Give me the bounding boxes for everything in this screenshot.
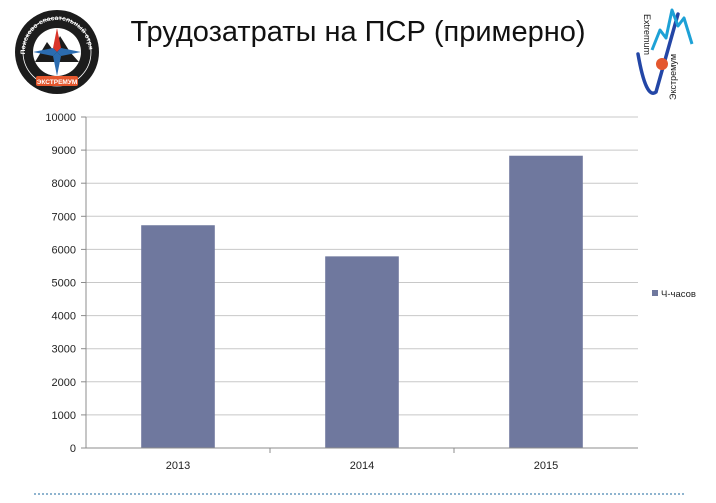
logo-text-latin: Extremum bbox=[642, 14, 652, 55]
y-tick-label: 2000 bbox=[52, 377, 76, 389]
logo-text-cyrillic: Экстремум bbox=[668, 54, 678, 100]
bars bbox=[141, 155, 583, 449]
x-tick-label: 2013 bbox=[166, 460, 190, 472]
y-tick-label: 5000 bbox=[52, 278, 76, 290]
y-tick-label: 10000 bbox=[45, 112, 76, 124]
y-tick-label: 7000 bbox=[52, 211, 76, 223]
y-tick-label: 9000 bbox=[52, 145, 76, 157]
y-tick-labels: 0 1000 2000 3000 4000 5000 6000 7000 8000 9000 100… bbox=[45, 112, 76, 455]
x-tick-labels: 2013 2014 2015 bbox=[166, 460, 558, 472]
y-tick-label: 4000 bbox=[52, 311, 76, 323]
extremum-logo-icon: Extremum Экстремум bbox=[636, 8, 694, 100]
y-tick-label: 1000 bbox=[52, 410, 76, 422]
bar-2015 bbox=[509, 155, 583, 449]
y-tick-label: 0 bbox=[70, 443, 76, 455]
y-tick-label: 3000 bbox=[52, 344, 76, 356]
y-tick-label: 6000 bbox=[52, 244, 76, 256]
legend-swatch bbox=[652, 290, 658, 296]
x-tick-label: 2015 bbox=[534, 460, 558, 472]
page-title: Трудозатраты на ПСР (примерно) bbox=[130, 16, 586, 48]
legend-label: Ч-часов bbox=[661, 289, 696, 300]
x-tick-label: 2014 bbox=[350, 460, 374, 472]
rescue-team-emblem-icon: Поисково-спасательный отряд ЭКСТРЕМУМ bbox=[14, 6, 99, 94]
emblem-text-bottom: ЭКСТРЕМУМ bbox=[37, 79, 78, 86]
legend: Ч-часов bbox=[652, 289, 696, 300]
axes bbox=[85, 117, 638, 449]
footer-divider bbox=[34, 493, 684, 495]
bar-2013 bbox=[141, 225, 215, 448]
bar-2014 bbox=[325, 256, 399, 448]
y-tick-label: 8000 bbox=[52, 178, 76, 190]
